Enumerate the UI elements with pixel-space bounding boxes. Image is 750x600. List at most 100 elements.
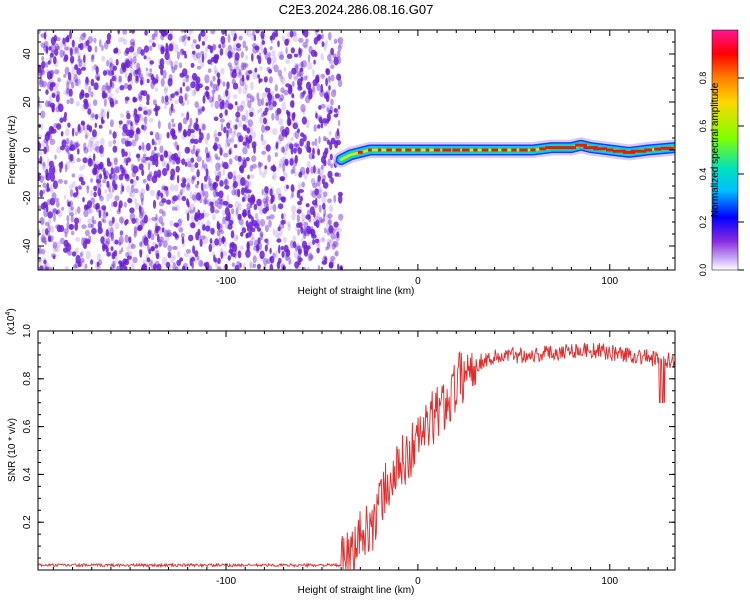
noise-point [219,118,225,123]
noise-point [186,212,190,222]
noise-point [263,167,268,175]
noise-point [194,250,199,257]
noise-point [253,141,258,146]
noise-point [127,55,133,61]
noise-point [314,51,318,58]
noise-point [95,140,100,146]
noise-point [185,74,189,83]
noise-point [89,112,96,121]
noise-point [124,96,130,101]
noise-point [56,147,62,154]
noise-point [132,56,137,64]
noise-point [251,196,256,203]
noise-point [174,44,179,53]
noise-point [210,100,214,108]
noise-point [65,161,70,171]
noise-point [131,218,136,224]
noise-point [88,208,94,214]
noise-point [132,165,138,174]
noise-point [132,138,137,147]
noise-point [42,189,46,194]
noise-point [258,107,263,113]
noise-point [111,171,116,179]
noise-point [91,215,95,224]
noise-point [256,247,259,254]
noise-point [49,102,56,109]
noise-point [247,209,251,218]
noise-point [75,186,78,191]
noise-point [135,75,139,82]
noise-point [132,140,137,147]
noise-point [91,159,96,168]
noise-point [201,159,205,168]
noise-point [247,119,253,127]
noise-point [272,128,278,136]
noise-point [185,184,191,191]
noise-point [165,47,169,54]
noise-point [299,61,305,68]
noise-point [53,197,60,202]
noise-point [289,30,294,38]
noise-point [299,166,306,176]
noise-point [229,65,233,71]
noise-point [206,132,210,141]
noise-point [336,50,341,58]
noise-point [147,243,150,252]
noise-point [241,114,246,122]
noise-point [238,218,244,226]
noise-point [181,265,186,270]
noise-point [262,198,268,204]
noise-point [133,70,138,78]
noise-point [212,251,215,257]
noise-point [222,235,225,245]
noise-point [328,262,334,269]
noise-point [62,57,66,63]
noise-point [88,158,92,164]
noise-point [281,196,287,203]
noise-point [246,242,250,252]
noise-point [184,161,188,167]
noise-point [250,221,255,228]
noise-point [178,217,184,224]
noise-point [234,56,239,66]
noise-point [191,215,194,223]
noise-point [183,30,187,33]
noise-point [73,73,78,83]
noise-point [325,214,331,222]
noise-point [307,86,311,94]
noise-point [292,94,296,99]
noise-point [207,59,212,65]
noise-point [173,60,179,68]
noise-point [159,58,165,67]
noise-point [85,205,91,211]
noise-point [41,228,46,236]
noise-point [259,168,262,176]
noise-point [237,250,242,259]
noise-point [320,103,326,109]
noise-point [124,140,130,147]
noise-point [72,127,76,133]
noise-point [227,44,232,52]
noise-point [48,46,52,51]
noise-point [331,243,336,250]
noise-point [290,194,293,200]
noise-point [200,235,206,240]
noise-point [68,88,73,97]
noise-point [114,100,119,105]
noise-point [171,118,175,124]
noise-point [269,46,273,51]
noise-point [321,260,327,265]
noise-point [202,188,205,197]
noise-point [311,154,315,159]
noise-point [234,52,240,61]
noise-point [67,201,72,207]
noise-point [223,240,227,248]
noise-point [239,77,245,87]
noise-point [294,244,298,252]
noise-point [150,81,155,90]
noise-point [48,165,53,175]
noise-point [66,77,71,85]
noise-point [39,175,44,183]
